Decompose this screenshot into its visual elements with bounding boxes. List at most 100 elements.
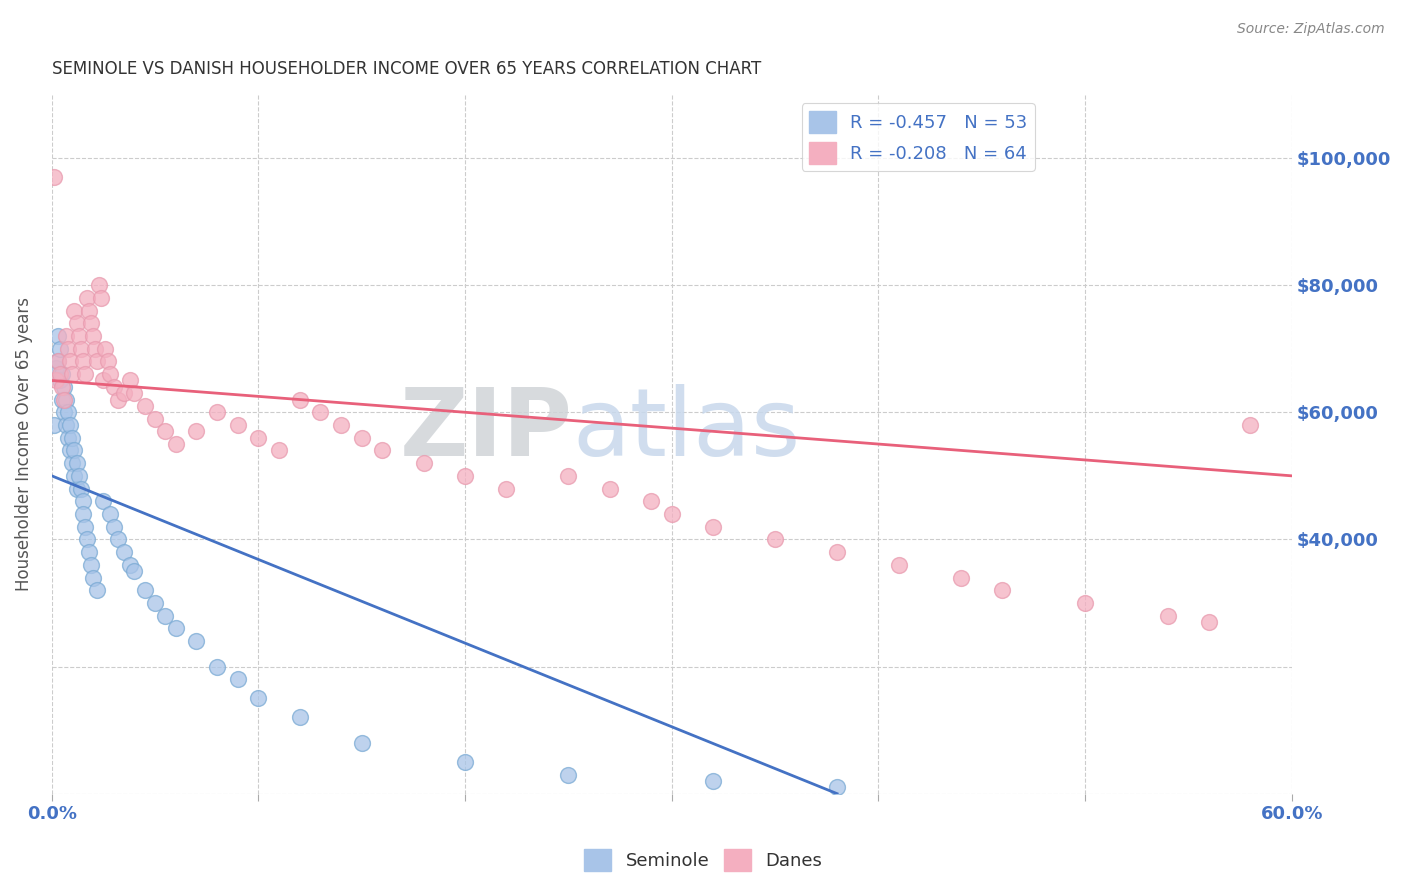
Point bbox=[46, 329, 69, 343]
Point bbox=[205, 405, 228, 419]
Point bbox=[107, 392, 129, 407]
Point bbox=[309, 405, 332, 419]
Point bbox=[247, 691, 270, 706]
Point bbox=[112, 386, 135, 401]
Point bbox=[165, 437, 187, 451]
Point bbox=[67, 468, 90, 483]
Point bbox=[80, 558, 103, 572]
Point bbox=[120, 374, 142, 388]
Point bbox=[247, 431, 270, 445]
Point bbox=[887, 558, 910, 572]
Point bbox=[59, 443, 82, 458]
Point bbox=[45, 374, 67, 388]
Point bbox=[62, 456, 84, 470]
Point bbox=[186, 425, 208, 439]
Point bbox=[72, 494, 94, 508]
Point bbox=[103, 380, 125, 394]
Point bbox=[82, 570, 104, 584]
Point bbox=[350, 736, 373, 750]
Point bbox=[84, 342, 107, 356]
Text: atlas: atlas bbox=[572, 384, 801, 476]
Point bbox=[49, 367, 72, 381]
Point bbox=[155, 608, 177, 623]
Point bbox=[58, 342, 80, 356]
Point bbox=[134, 399, 156, 413]
Point bbox=[143, 411, 166, 425]
Point bbox=[825, 545, 848, 559]
Point bbox=[49, 342, 72, 356]
Legend: R = -0.457   N = 53, R = -0.208   N = 64: R = -0.457 N = 53, R = -0.208 N = 64 bbox=[801, 103, 1035, 171]
Point bbox=[55, 329, 77, 343]
Legend: Seminole, Danes: Seminole, Danes bbox=[576, 842, 830, 879]
Point bbox=[330, 417, 353, 432]
Point bbox=[557, 468, 579, 483]
Point bbox=[124, 386, 146, 401]
Point bbox=[51, 380, 73, 394]
Point bbox=[69, 342, 91, 356]
Point bbox=[1074, 596, 1097, 610]
Point bbox=[412, 456, 434, 470]
Point bbox=[59, 354, 82, 368]
Point bbox=[77, 303, 100, 318]
Point bbox=[143, 596, 166, 610]
Point bbox=[65, 456, 87, 470]
Point bbox=[55, 417, 77, 432]
Point bbox=[96, 354, 118, 368]
Point bbox=[120, 558, 142, 572]
Point bbox=[63, 303, 86, 318]
Point bbox=[59, 417, 82, 432]
Point bbox=[49, 374, 72, 388]
Point bbox=[76, 533, 98, 547]
Point bbox=[62, 367, 84, 381]
Point bbox=[288, 710, 311, 724]
Point bbox=[825, 780, 848, 795]
Point bbox=[53, 392, 76, 407]
Point bbox=[226, 672, 249, 686]
Point bbox=[186, 634, 208, 648]
Point bbox=[267, 443, 290, 458]
Point bbox=[1157, 608, 1180, 623]
Point bbox=[134, 583, 156, 598]
Point bbox=[86, 354, 108, 368]
Point bbox=[640, 494, 662, 508]
Point bbox=[76, 291, 98, 305]
Point bbox=[67, 329, 90, 343]
Point bbox=[45, 360, 67, 375]
Point bbox=[65, 316, 87, 330]
Point bbox=[991, 583, 1014, 598]
Point bbox=[65, 482, 87, 496]
Point bbox=[73, 367, 96, 381]
Point bbox=[46, 354, 69, 368]
Point bbox=[55, 392, 77, 407]
Point bbox=[58, 431, 80, 445]
Point bbox=[73, 519, 96, 533]
Point bbox=[89, 278, 111, 293]
Point bbox=[53, 405, 76, 419]
Point bbox=[72, 507, 94, 521]
Point bbox=[124, 564, 146, 578]
Point bbox=[42, 417, 65, 432]
Point bbox=[557, 767, 579, 781]
Point bbox=[53, 380, 76, 394]
Point bbox=[63, 443, 86, 458]
Point bbox=[82, 329, 104, 343]
Point bbox=[69, 482, 91, 496]
Point bbox=[90, 291, 112, 305]
Point bbox=[1198, 615, 1220, 629]
Point bbox=[763, 533, 786, 547]
Point bbox=[454, 755, 477, 769]
Point bbox=[63, 468, 86, 483]
Point bbox=[107, 533, 129, 547]
Point bbox=[51, 392, 73, 407]
Point bbox=[950, 570, 973, 584]
Text: Source: ZipAtlas.com: Source: ZipAtlas.com bbox=[1237, 22, 1385, 37]
Point bbox=[112, 545, 135, 559]
Point bbox=[58, 405, 80, 419]
Point bbox=[62, 431, 84, 445]
Point bbox=[371, 443, 394, 458]
Point bbox=[93, 374, 115, 388]
Point bbox=[702, 774, 724, 789]
Point bbox=[86, 583, 108, 598]
Point bbox=[702, 519, 724, 533]
Point bbox=[454, 468, 477, 483]
